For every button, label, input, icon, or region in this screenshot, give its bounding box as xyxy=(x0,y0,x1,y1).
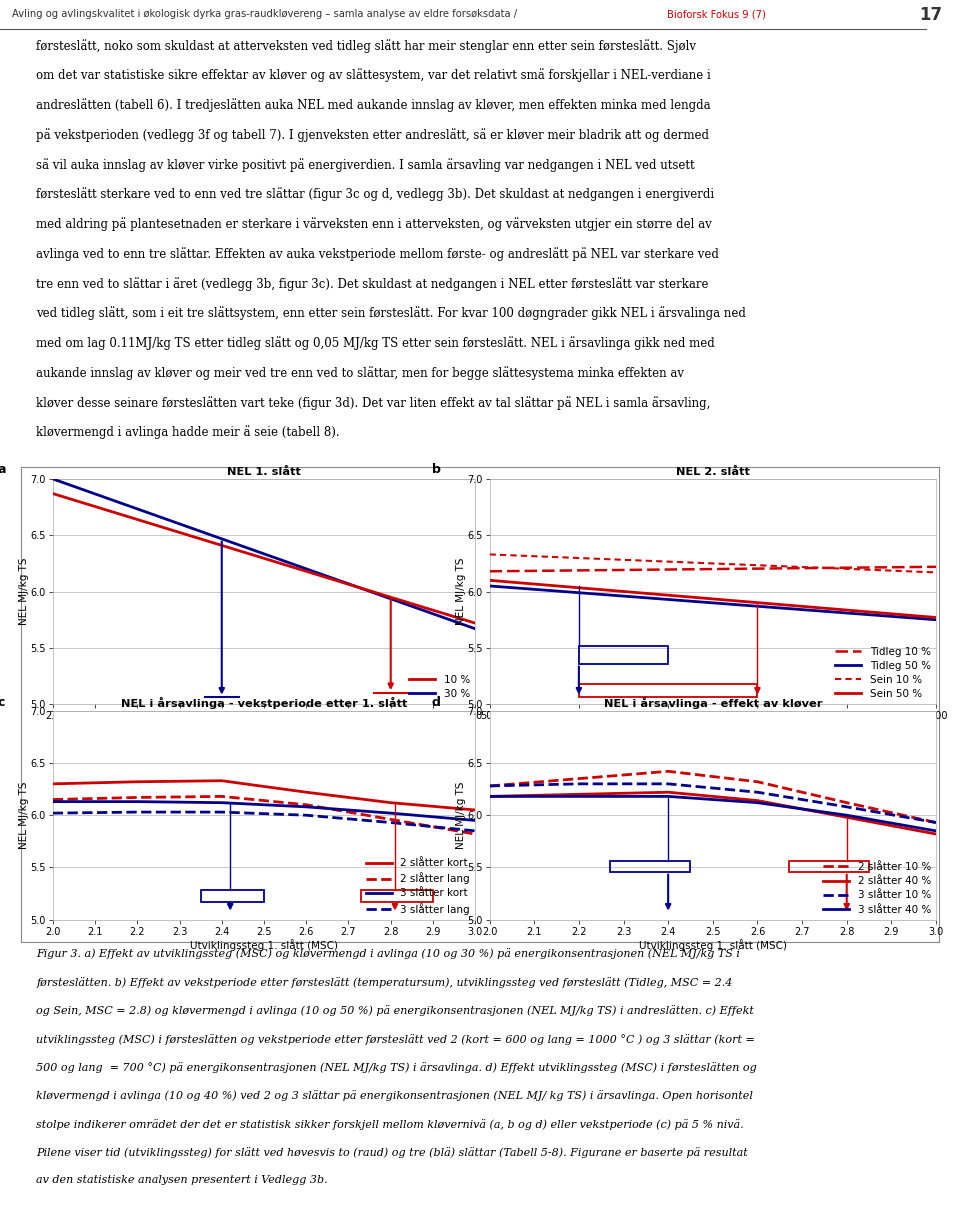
Bar xyxy=(789,861,869,872)
Text: 500 og lang  = 700 °C) pä energikonsentrasjonen (NEL MJ/kg TS) i ärsavlinga. d: 500 og lang = 700 °C) pä energikonsentr… xyxy=(36,1062,757,1073)
Legend: 10 %, 30 %: 10 %, 30 % xyxy=(409,675,470,699)
Title: NEL i årsavlinga - vekstperiode etter 1. slått: NEL i årsavlinga - vekstperiode etter 1.… xyxy=(121,696,407,709)
Text: a: a xyxy=(0,463,7,476)
Text: førsteslätten. b) Effekt av vekstperiode etter førsteslätt (temperatursum), ut: førsteslätten. b) Effekt av vekstperiod… xyxy=(36,976,732,987)
Text: ved tidleg slätt, som i eit tre slättsystem, enn etter sein førsteslätt. For : ved tidleg slätt, som i eit tre slätts… xyxy=(36,307,746,321)
Text: sä vil auka innslag av kløver virke positivt pä energiverdien. I samla ärsavl: sä vil auka innslag av kløver virke pos… xyxy=(36,157,695,172)
Text: førsteslätt, noko som skuldast at atterveksten ved tidleg slätt har meir steng: førsteslätt, noko som skuldast at atter… xyxy=(36,39,697,53)
Text: b: b xyxy=(432,463,441,476)
Bar xyxy=(611,861,690,872)
Text: Pilene viser tid (utviklingssteg) for slätt ved høvesvis to (raud) og tre (blä: Pilene viser tid (utviklingssteg) for sl… xyxy=(36,1147,748,1158)
Text: Figur 3. a) Effekt av utviklingssteg (MSC) og kløvermengd i avlinga (10 og 30 %): Figur 3. a) Effekt av utviklingssteg (MS… xyxy=(36,948,740,959)
Text: med aldring pä plantesetnaden er sterkare i värveksten enn i atterveksten, og : med aldring pä plantesetnaden er sterka… xyxy=(36,217,712,231)
Y-axis label: NEL MJ/kg TS: NEL MJ/kg TS xyxy=(19,558,29,625)
Text: d: d xyxy=(432,696,441,709)
Legend: Tidleg 10 %, Tidleg 50 %, Sein 10 %, Sein 50 %: Tidleg 10 %, Tidleg 50 %, Sein 10 %, Sei… xyxy=(835,647,931,699)
X-axis label: Utviklingssteg 1. slått (MSC): Utviklingssteg 1. slått (MSC) xyxy=(638,939,787,952)
Text: førsteslätt sterkare ved to enn ved tre slättar (figur 3c og d, vedlegg 3b). D: førsteslätt sterkare ved to enn ved tre… xyxy=(36,188,714,201)
Text: Bioforsk Fokus 9 (7): Bioforsk Fokus 9 (7) xyxy=(667,10,766,20)
Text: av den statistiske analysen presentert i Vedlegg 3b.: av den statistiske analysen presentert i… xyxy=(36,1175,328,1185)
Text: pä vekstperioden (vedlegg 3f og tabell 7). I gjenveksten etter andreslätt, sä: pä vekstperioden (vedlegg 3f og tabell … xyxy=(36,128,709,142)
Bar xyxy=(201,890,264,903)
Legend: 2 slåtter kort, 2 slåtter lang, 3 slåtter kort, 3 slåtter lang: 2 slåtter kort, 2 slåtter lang, 3 slåtte… xyxy=(366,858,470,915)
Title: NEL i årsavlinga - effekt av kløver: NEL i årsavlinga - effekt av kløver xyxy=(604,696,822,709)
Text: utviklingssteg (MSC) i førsteslätten og vekstperiode etter førsteslätt ved 2 (: utviklingssteg (MSC) i førsteslätten og… xyxy=(36,1034,756,1045)
Bar xyxy=(579,684,757,698)
Text: kløvermengd i avlinga hadde meir ä seie (tabell 8).: kløvermengd i avlinga hadde meir ä seie… xyxy=(36,425,340,440)
Text: avlinga ved to enn tre slättar. Effekten av auka vekstperiode mellom første- og: avlinga ved to enn tre slättar. Effekte… xyxy=(36,247,719,260)
Y-axis label: NEL MJ/kg TS: NEL MJ/kg TS xyxy=(456,781,466,849)
Title: NEL 1. slått: NEL 1. slått xyxy=(228,467,300,476)
Y-axis label: NEL MJ/kg TS: NEL MJ/kg TS xyxy=(19,781,29,849)
Text: Avling og avlingskvalitet i økologisk dyrka gras-raudkløvereng – samla analyse a: Avling og avlingskvalitet i økologisk dy… xyxy=(12,10,519,20)
Text: og Sein, MSC = 2.8) og kløvermengd i avlinga (10 og 50 %) pä energikonsentrasjo: og Sein, MSC = 2.8) og kløvermengd i avl… xyxy=(36,1006,755,1017)
Text: 17: 17 xyxy=(920,6,943,25)
Text: aukande innslag av kløver og meir ved tre enn ved to slättar, men for begge sla: aukande innslag av kløver og meir ved tr… xyxy=(36,366,684,379)
Y-axis label: NEL MJ/kg TS: NEL MJ/kg TS xyxy=(456,558,466,625)
Text: med om lag 0.11MJ/kg TS etter tidleg slätt og 0,05 MJ/kg TS etter sein førstesl: med om lag 0.11MJ/kg TS etter tidleg sla… xyxy=(36,336,715,350)
Text: c: c xyxy=(0,696,5,709)
X-axis label: Utviklingssteg 1. slått (MSC): Utviklingssteg 1. slått (MSC) xyxy=(190,939,338,952)
Text: om det var statistiske sikre effektar av kløver og av slättesystem, var det rel: om det var statistiske sikre effektar av… xyxy=(36,69,711,82)
Text: tre enn ved to slättar i äret (vedlegg 3b, figur 3c). Det skuldast at nedgange: tre enn ved to slättar i äret (vedlegg… xyxy=(36,276,709,291)
Legend: 2 slåtter 10 %, 2 slåtter 40 %, 3 slåtter 10 %, 3 slåtter 40 %: 2 slåtter 10 %, 2 slåtter 40 %, 3 slåtte… xyxy=(823,862,931,915)
Text: andreslätten (tabell 6). I tredjeslätten auka NEL med aukande innslag av kløve: andreslätten (tabell 6). I tredjeslätt… xyxy=(36,98,711,112)
Bar xyxy=(361,890,433,903)
Text: stolpe indikerer omrädet der det er statistisk sikker forskjell mellom kløverni: stolpe indikerer omrädet der det er sta… xyxy=(36,1119,744,1130)
Text: kløver desse seinare førsteslätten vart teke (figur 3d). Det var liten effekt a: kløver desse seinare førsteslätten vart… xyxy=(36,395,710,409)
Bar xyxy=(579,646,668,663)
X-axis label: Temperatursum: Temperatursum xyxy=(672,725,754,734)
Title: NEL 2. slått: NEL 2. slått xyxy=(676,467,750,476)
Text: kløvermengd i avlinga (10 og 40 %) ved 2 og 3 slättar pä energikonsentrasjonen: kløvermengd i avlinga (10 og 40 %) ved 2… xyxy=(36,1090,754,1102)
X-axis label: Utviklingssteg (MSC): Utviklingssteg (MSC) xyxy=(210,725,318,734)
